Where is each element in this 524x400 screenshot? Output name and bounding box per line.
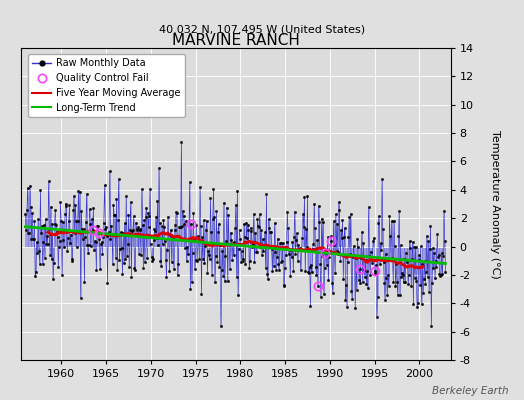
Text: Berkeley Earth: Berkeley Earth <box>432 386 508 396</box>
Legend: Raw Monthly Data, Quality Control Fail, Five Year Moving Average, Long-Term Tren: Raw Monthly Data, Quality Control Fail, … <box>28 54 184 117</box>
Title: MARVINE RANCH: MARVINE RANCH <box>172 33 300 48</box>
Y-axis label: Temperature Anomaly (°C): Temperature Anomaly (°C) <box>490 130 500 278</box>
Text: 40.032 N, 107.495 W (United States): 40.032 N, 107.495 W (United States) <box>159 24 365 34</box>
